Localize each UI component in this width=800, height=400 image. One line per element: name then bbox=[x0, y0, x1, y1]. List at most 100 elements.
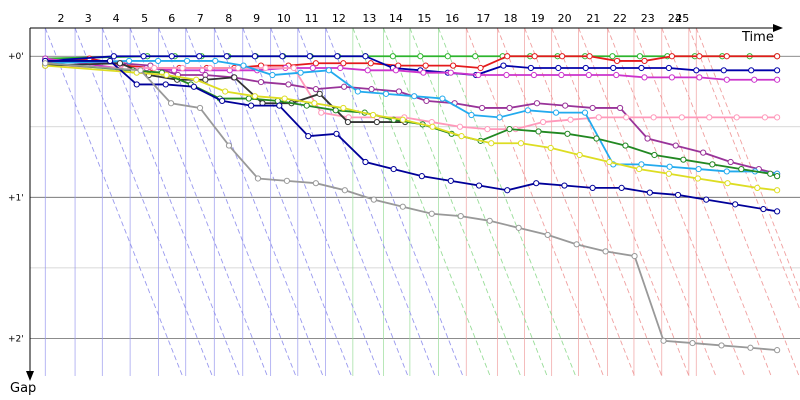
data-point bbox=[297, 69, 304, 76]
data-point bbox=[168, 53, 175, 60]
lap-guide-line bbox=[325, 27, 464, 377]
data-point bbox=[555, 64, 562, 72]
lap-guide-line bbox=[185, 27, 324, 377]
x-tick-label: 13 bbox=[362, 12, 376, 25]
lap-guide-line bbox=[213, 27, 352, 377]
data-point bbox=[447, 69, 454, 76]
series-line bbox=[45, 62, 778, 352]
data-point bbox=[245, 95, 252, 102]
lap-guide-line bbox=[437, 27, 577, 377]
data-point bbox=[515, 224, 522, 231]
data-point bbox=[190, 83, 198, 90]
data-point bbox=[202, 76, 209, 83]
data-point bbox=[706, 114, 713, 121]
lap-guide-line bbox=[496, 27, 635, 377]
data-point bbox=[524, 107, 531, 114]
data-point bbox=[724, 180, 731, 187]
data-point bbox=[774, 76, 781, 83]
data-point bbox=[333, 130, 340, 137]
data-point bbox=[163, 71, 170, 79]
data-point bbox=[417, 53, 424, 60]
x-axis-arrow bbox=[773, 24, 783, 32]
data-point bbox=[504, 53, 511, 60]
x-tick-label: 22 bbox=[613, 12, 627, 25]
data-point bbox=[660, 337, 667, 344]
data-point bbox=[309, 64, 316, 72]
data-point bbox=[496, 114, 503, 121]
data-point bbox=[616, 104, 624, 112]
x-tick-label: 9 bbox=[253, 12, 260, 25]
data-point bbox=[552, 109, 560, 116]
x-tick-label: 3 bbox=[85, 12, 92, 25]
data-point bbox=[547, 144, 554, 152]
data-point bbox=[573, 241, 580, 248]
data-point bbox=[382, 90, 390, 97]
series-3 bbox=[42, 53, 781, 79]
data-point bbox=[475, 71, 482, 79]
data-point bbox=[305, 133, 312, 140]
data-point bbox=[533, 100, 541, 107]
data-point bbox=[418, 173, 425, 180]
data-point bbox=[447, 177, 454, 184]
data-point bbox=[389, 53, 396, 60]
data-point bbox=[533, 180, 540, 187]
data-point bbox=[340, 60, 347, 67]
lap-guide-line bbox=[661, 27, 800, 377]
lap-guide-line bbox=[688, 27, 800, 312]
x-tick-label: 5 bbox=[141, 12, 148, 25]
y-tick-labels: +0' +1' +2' bbox=[8, 52, 24, 344]
data-point bbox=[368, 86, 375, 93]
data-point bbox=[723, 168, 730, 175]
data-point bbox=[589, 184, 596, 191]
lap-guide-line bbox=[382, 27, 522, 377]
data-point bbox=[167, 100, 175, 107]
data-point bbox=[340, 83, 348, 90]
data-point bbox=[636, 53, 644, 60]
data-point bbox=[472, 53, 479, 60]
data-point bbox=[269, 71, 276, 79]
data-point bbox=[531, 53, 538, 60]
series-4 bbox=[42, 55, 781, 83]
data-point bbox=[723, 76, 730, 83]
data-point bbox=[312, 86, 319, 93]
x-tick-label: 6 bbox=[168, 12, 175, 25]
series-group bbox=[42, 53, 781, 354]
data-point bbox=[257, 78, 265, 86]
lap-guide-line bbox=[551, 27, 690, 377]
data-point bbox=[576, 151, 583, 159]
y-tick-label: +1' bbox=[8, 193, 24, 203]
data-point bbox=[486, 217, 493, 224]
data-point bbox=[332, 107, 339, 114]
data-point bbox=[506, 126, 513, 133]
data-point bbox=[133, 81, 140, 88]
series-line bbox=[45, 64, 778, 131]
lap-guide-line bbox=[465, 27, 604, 377]
data-point bbox=[126, 57, 133, 65]
data-point bbox=[196, 53, 203, 60]
data-point bbox=[411, 93, 418, 100]
x-tick-label: 20 bbox=[558, 12, 572, 25]
data-point bbox=[696, 74, 703, 81]
data-point bbox=[665, 170, 672, 177]
data-point bbox=[610, 64, 617, 72]
data-point bbox=[636, 165, 643, 173]
data-point bbox=[106, 57, 114, 65]
series-line bbox=[45, 57, 778, 81]
data-point bbox=[444, 53, 451, 60]
data-point bbox=[760, 205, 767, 213]
data-point bbox=[506, 104, 513, 112]
data-point bbox=[162, 81, 169, 88]
data-point bbox=[369, 111, 377, 119]
data-point bbox=[761, 114, 769, 121]
data-point bbox=[559, 53, 566, 60]
data-point bbox=[631, 252, 638, 260]
x-tick-label: 14 bbox=[389, 12, 403, 25]
data-point bbox=[344, 118, 352, 126]
data-point bbox=[422, 62, 429, 69]
data-point bbox=[606, 158, 613, 166]
data-point bbox=[564, 130, 571, 137]
data-point bbox=[311, 100, 318, 107]
lap-guide-lines bbox=[44, 27, 800, 377]
data-point bbox=[674, 191, 682, 199]
data-point bbox=[362, 158, 369, 166]
